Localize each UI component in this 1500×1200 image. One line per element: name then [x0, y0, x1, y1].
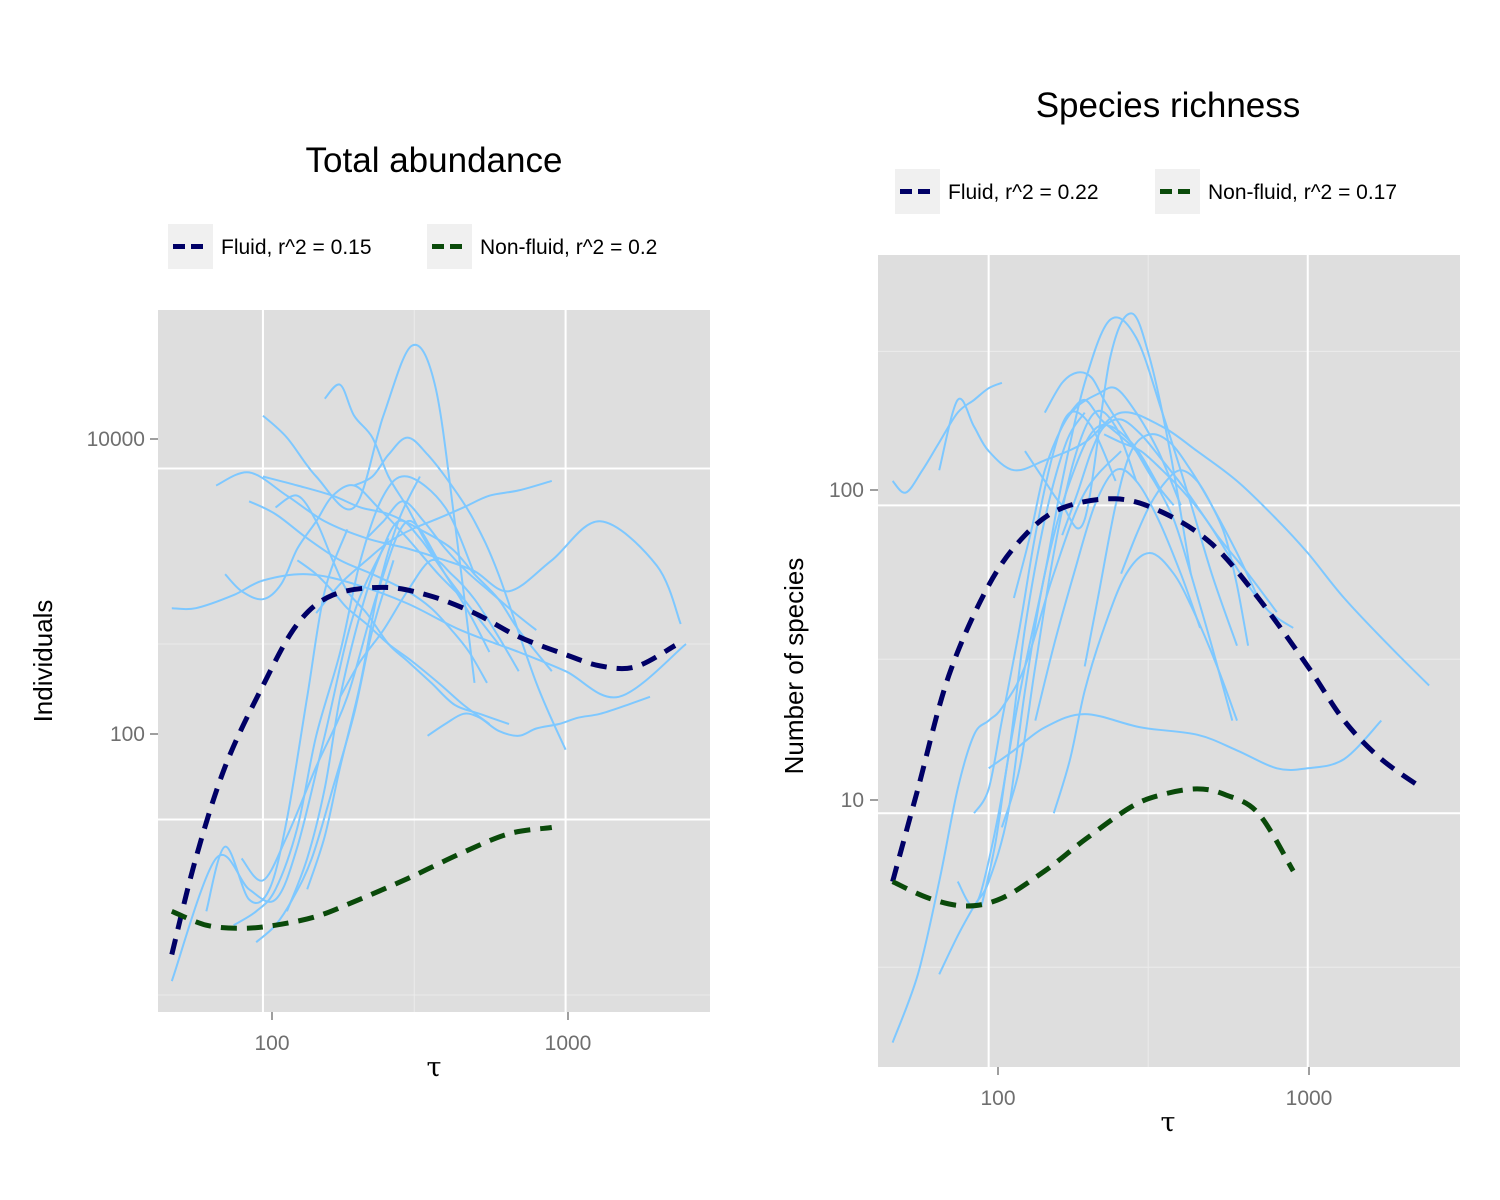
fit-curves [169, 584, 677, 956]
chart-title-total-abundance: Total abundance [306, 141, 563, 180]
fit-curves [890, 496, 1425, 909]
y-tick-label: 10000 [87, 428, 145, 451]
fluid-fit-curve [890, 496, 1425, 883]
site-curve [248, 500, 488, 684]
site-curve [171, 573, 687, 699]
legend-label-fluid: Fluid, r^2 = 0.15 [221, 236, 372, 259]
site-curve [1052, 551, 1238, 814]
site-curve [1024, 312, 1192, 574]
site-curve [262, 343, 476, 684]
y-tick-label: 100 [110, 723, 145, 746]
site-curve [205, 529, 349, 912]
non-fluid-fit-curve [170, 825, 553, 931]
panel-total-abundance: Total abundance Fluid, r^2 = 0.15 Non-fl… [28, 141, 710, 1083]
x-axis: 100 1000 [980, 1067, 1332, 1110]
y-axis: 100 10 [829, 479, 878, 812]
site-curve [1061, 418, 1278, 613]
chart-title-species-richness: Species richness [1036, 86, 1301, 125]
site-curve [1083, 433, 1260, 667]
site-curve [365, 500, 537, 631]
site-curve [170, 537, 390, 982]
site-curve [274, 494, 510, 725]
site-curve [255, 560, 395, 943]
panel-species-richness: Species richness Fluid, r^2 = 0.22 Non-f… [779, 86, 1460, 1138]
plot-background [878, 255, 1460, 1067]
site-curve [224, 484, 465, 601]
x-tick-label: 1000 [1286, 1087, 1333, 1110]
fluid-fit-curve [169, 584, 677, 956]
site-curve [240, 520, 440, 882]
site-curve [988, 713, 1383, 772]
site-curves [170, 343, 687, 982]
y-axis: 10000 100 [87, 428, 158, 746]
y-axis-title: Number of species [779, 558, 809, 775]
y-axis-title: Individuals [28, 600, 58, 723]
grid-lines [158, 310, 710, 1012]
site-curve [1034, 468, 1202, 721]
site-curve [215, 471, 682, 625]
site-curve [938, 397, 1430, 687]
x-tick-label: 100 [980, 1087, 1015, 1110]
legend-label-fluid: Fluid, r^2 = 0.22 [948, 181, 1099, 204]
y-tick-label: 10 [841, 789, 864, 812]
site-curve [1000, 409, 1138, 828]
legend-label-non-fluid: Non-fluid, r^2 = 0.2 [480, 236, 657, 259]
site-curve [296, 559, 490, 725]
x-axis: 100 1000 [254, 1012, 591, 1055]
y-tick-label: 100 [829, 479, 864, 502]
site-curve [956, 412, 1086, 908]
x-tick-label: 1000 [545, 1032, 592, 1055]
site-curve [1069, 398, 1234, 721]
x-tick-label: 100 [254, 1032, 289, 1055]
site-curve [427, 695, 651, 737]
x-axis-title: τ [427, 1052, 442, 1083]
legend-label-non-fluid: Non-fluid, r^2 = 0.17 [1208, 181, 1397, 204]
x-axis-title: τ [1161, 1107, 1176, 1138]
legend-total-abundance: Fluid, r^2 = 0.15 Non-fluid, r^2 = 0.2 [168, 224, 657, 269]
site-curve [306, 476, 421, 890]
legend-species-richness: Fluid, r^2 = 0.22 Non-fluid, r^2 = 0.17 [895, 169, 1397, 214]
non-fluid-fit-curve [891, 786, 1296, 909]
site-curve [353, 436, 567, 751]
site-curve [891, 450, 1122, 1043]
site-curve [233, 475, 476, 927]
plot-background [158, 310, 710, 1012]
